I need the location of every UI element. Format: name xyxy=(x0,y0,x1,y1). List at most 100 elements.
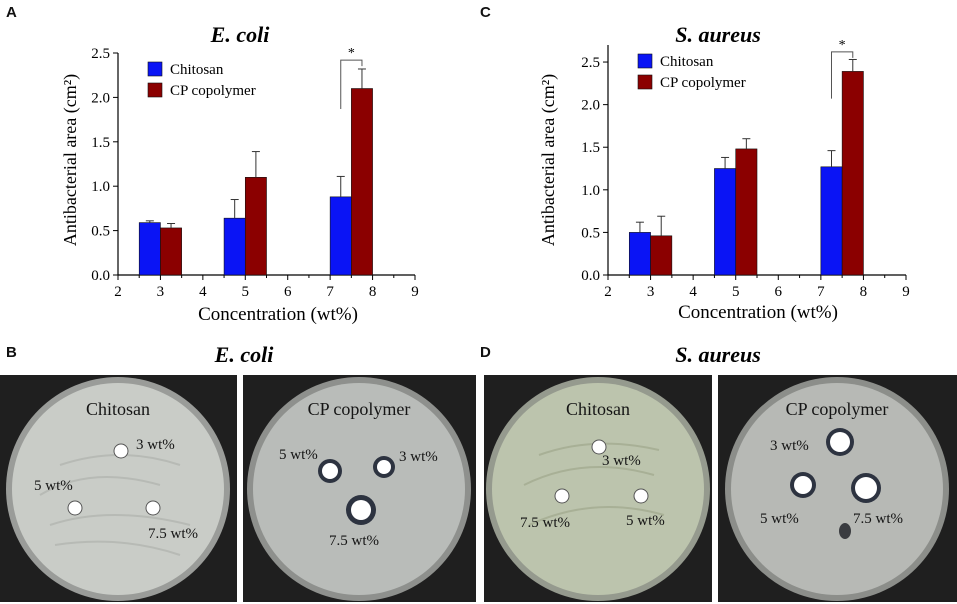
well xyxy=(554,488,570,504)
panel-letter-d: D xyxy=(480,344,491,361)
y-tick-label: 0.0 xyxy=(91,268,110,284)
well-label: 5 wt% xyxy=(760,511,799,527)
x-tick-label: 3 xyxy=(647,284,655,300)
x-tick-label: 4 xyxy=(689,284,697,300)
x-tick-label: 5 xyxy=(732,284,740,300)
x-tick-label: 5 xyxy=(242,284,250,300)
panel-letter-b: B xyxy=(6,344,17,361)
y-tick-label: 1.0 xyxy=(581,183,600,199)
x-tick-label: 4 xyxy=(199,284,207,300)
y-axis-label: Antibacterial area (cm²) xyxy=(60,74,81,246)
well-label: 7.5 wt% xyxy=(520,515,570,531)
well-label: 7.5 wt% xyxy=(148,526,198,542)
well xyxy=(351,500,371,520)
x-tick-label: 2 xyxy=(114,284,122,300)
y-tick-label: 2.5 xyxy=(91,46,110,62)
legend-swatch xyxy=(147,82,163,98)
x-tick-label: 7 xyxy=(326,284,334,300)
x-tick-label: 6 xyxy=(284,284,292,300)
bar-chart-saureus: S. aureus Concentration (wt%) Antibacter… xyxy=(538,22,910,323)
photo-title-saureus: S. aureus xyxy=(675,342,761,367)
legend-swatch xyxy=(147,61,163,77)
y-tick-label: 1.5 xyxy=(581,140,600,156)
x-tick-label: 8 xyxy=(860,284,868,300)
y-tick-label: 0.5 xyxy=(91,224,110,240)
bar xyxy=(841,71,864,276)
x-tick-label: 9 xyxy=(902,284,910,300)
panel-letter-a: A xyxy=(6,4,17,21)
well-label: 5 wt% xyxy=(626,513,665,529)
legend-swatch xyxy=(637,53,653,69)
photo-title-ecoli: E. coli xyxy=(214,342,274,367)
x-tick-label: 2 xyxy=(604,284,612,300)
well xyxy=(113,443,129,459)
legend-swatch xyxy=(637,74,653,90)
well xyxy=(67,500,83,516)
bar xyxy=(820,166,843,276)
bar-chart-ecoli: E. coli Concentration (wt%) Antibacteria… xyxy=(60,22,419,325)
y-tick-label: 1.0 xyxy=(91,179,110,195)
well xyxy=(591,439,607,455)
bar xyxy=(223,217,246,276)
bar xyxy=(329,196,352,276)
x-tick-label: 6 xyxy=(775,284,783,300)
well-label: 3 wt% xyxy=(770,438,809,454)
chart-title: S. aureus xyxy=(675,22,761,47)
legend-label: Chitosan xyxy=(170,62,224,78)
chart-title: E. coli xyxy=(210,22,271,47)
plate-label: CP copolymer xyxy=(786,399,889,419)
well xyxy=(145,500,161,516)
y-tick-label: 0.0 xyxy=(581,268,600,284)
well-label: 3 wt% xyxy=(602,453,641,469)
y-tick-label: 2.0 xyxy=(91,90,110,106)
well-label: 7.5 wt% xyxy=(853,511,903,527)
bar xyxy=(138,222,161,276)
petri-photo-ecoli-cp: CP copolymer 5 wt% 3 wt% 7.5 wt% xyxy=(243,375,476,602)
bar xyxy=(735,148,758,276)
well xyxy=(830,432,850,452)
bar xyxy=(351,88,373,276)
x-tick-label: 7 xyxy=(817,284,825,300)
well xyxy=(377,460,391,474)
bar xyxy=(628,232,651,276)
panel-letter-c: C xyxy=(480,4,491,21)
bar xyxy=(714,168,737,276)
significance-bracket xyxy=(831,51,854,99)
bar xyxy=(650,235,673,276)
plate-label: CP copolymer xyxy=(308,399,411,419)
plate-label: Chitosan xyxy=(86,399,150,419)
y-tick-label: 2.5 xyxy=(581,55,600,71)
plate-label: Chitosan xyxy=(566,399,630,419)
significance-bracket xyxy=(340,59,363,109)
well xyxy=(322,463,338,479)
spot xyxy=(839,523,851,539)
x-axis-label: Concentration (wt%) xyxy=(198,304,358,325)
well-label: 5 wt% xyxy=(34,478,73,494)
well xyxy=(633,488,649,504)
y-tick-label: 1.5 xyxy=(91,135,110,151)
bar xyxy=(244,177,267,276)
agar-surface xyxy=(731,383,943,595)
x-tick-label: 8 xyxy=(369,284,377,300)
petri-photo-saureus-chitosan: Chitosan 3 wt% 7.5 wt% 5 wt% xyxy=(484,375,712,602)
x-axis-label: Concentration (wt%) xyxy=(678,302,838,323)
well-label: 5 wt% xyxy=(279,447,318,463)
legend-label: Chitosan xyxy=(660,54,714,70)
x-tick-label: 9 xyxy=(411,284,419,300)
petri-photo-ecoli-chitosan: Chitosan 3 wt% 5 wt% 7.5 wt% xyxy=(0,375,237,602)
y-axis-label: Antibacterial area (cm²) xyxy=(538,74,559,246)
agar-surface xyxy=(12,383,224,595)
significance-label: * xyxy=(839,38,846,53)
agar-surface xyxy=(253,383,465,595)
bar xyxy=(160,227,182,276)
well-label: 3 wt% xyxy=(136,437,175,453)
well-label: 7.5 wt% xyxy=(329,533,379,549)
x-tick-label: 3 xyxy=(157,284,165,300)
well-label: 3 wt% xyxy=(399,449,438,465)
streak-lines xyxy=(39,454,191,556)
y-tick-label: 2.0 xyxy=(581,98,600,114)
legend-label: CP copolymer xyxy=(660,75,746,91)
well xyxy=(794,476,812,494)
legend-label: CP copolymer xyxy=(170,83,256,99)
y-tick-label: 0.5 xyxy=(581,225,600,241)
